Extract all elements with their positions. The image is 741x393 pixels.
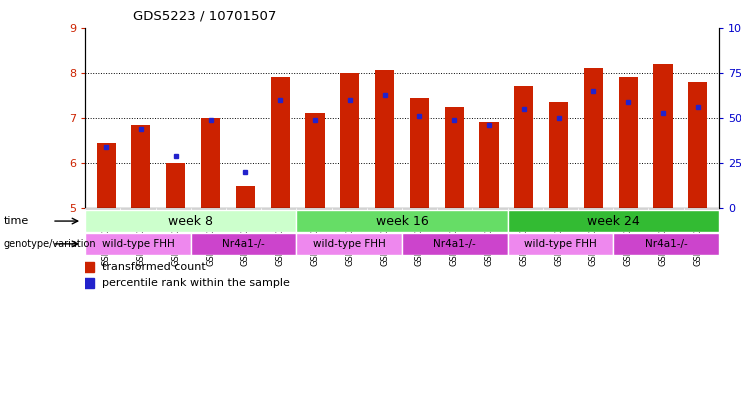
Bar [508,233,614,255]
Bar [367,208,402,210]
Bar [508,208,542,210]
Bar [296,210,508,232]
Text: percentile rank within the sample: percentile rank within the sample [102,278,290,288]
Bar [654,64,673,208]
Text: time: time [4,216,29,226]
Text: week 8: week 8 [168,215,213,228]
Bar [683,208,719,210]
Bar [270,77,290,208]
Bar [331,208,367,210]
Bar [514,86,534,208]
Bar [584,68,603,208]
Bar [614,233,719,255]
Bar [445,107,464,208]
Bar [261,208,296,210]
Text: Nr4a1-/-: Nr4a1-/- [222,239,265,249]
Bar [410,97,429,208]
Text: Nr4a1-/-: Nr4a1-/- [645,239,688,249]
Bar [508,210,719,232]
Bar [191,233,296,255]
Bar [96,143,116,208]
Bar [648,208,683,210]
Bar [166,163,185,208]
Bar [578,208,614,210]
Bar [156,208,191,210]
Bar [120,208,156,210]
Bar [402,233,508,255]
Bar [305,114,325,208]
Text: Nr4a1-/-: Nr4a1-/- [433,239,476,249]
Bar [542,208,578,210]
Bar [437,208,472,210]
Bar [614,208,648,210]
Text: genotype/variation: genotype/variation [4,239,96,249]
Bar [296,208,331,210]
Bar [85,233,191,255]
Text: wild-type FHH: wild-type FHH [524,239,597,249]
Bar [688,82,708,208]
Bar [402,208,437,210]
Bar [472,208,508,210]
Text: week 24: week 24 [587,215,639,228]
Text: transformed count: transformed count [102,262,206,272]
Bar [619,77,638,208]
Text: wild-type FHH: wild-type FHH [313,239,385,249]
Bar [549,102,568,208]
Bar [296,233,402,255]
Text: week 16: week 16 [376,215,428,228]
Text: wild-type FHH: wild-type FHH [102,239,174,249]
Bar [236,186,255,208]
Bar [375,70,394,208]
Bar [226,208,261,210]
Bar [479,123,499,208]
Bar [85,208,120,210]
Bar [191,208,226,210]
Bar [85,210,296,232]
Text: GDS5223 / 10701507: GDS5223 / 10701507 [133,10,276,23]
Bar [131,125,150,208]
Bar [201,118,220,208]
Bar [340,73,359,208]
